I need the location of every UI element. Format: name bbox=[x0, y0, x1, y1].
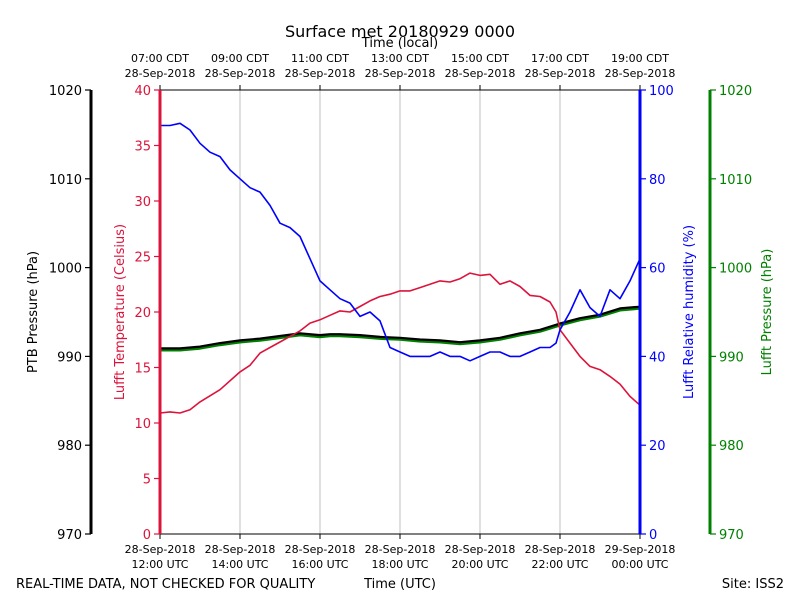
temp-axis-label: Lufft Temperature (Celsius) bbox=[113, 224, 128, 400]
ptb-tick-label: 1010 bbox=[49, 173, 82, 188]
temp-tick-label: 20 bbox=[134, 306, 151, 321]
x-tick-label-date: 28-Sep-2018 bbox=[365, 543, 436, 556]
temp-tick-label: 0 bbox=[143, 528, 151, 543]
series-line-temp bbox=[159, 272, 641, 414]
chart-title: Surface met 20180929 0000 bbox=[285, 22, 515, 41]
top-tick-label-date: 28-Sep-2018 bbox=[605, 67, 676, 80]
series-line-ptb bbox=[160, 305, 641, 350]
ptb-tick-label: 1020 bbox=[49, 84, 82, 99]
top-tick-label-date: 28-Sep-2018 bbox=[125, 67, 196, 80]
axis-layer: 28-Sep-2018 12:00 UTC 28-Sep-2018 14:00 UTC… bbox=[49, 52, 752, 571]
top-tick-label-time: 19:00 CDT bbox=[611, 52, 669, 65]
x-tick-label-time: 22:00 UTC bbox=[531, 558, 588, 571]
temp-tick-label: 25 bbox=[134, 251, 151, 266]
x-tick-label-time: 18:00 UTC bbox=[371, 558, 428, 571]
top-tick-label-time: 09:00 CDT bbox=[211, 52, 269, 65]
top-axis-title: Time (local) bbox=[361, 36, 438, 51]
lufft_p-tick-label: 1000 bbox=[719, 262, 752, 277]
ptb-tick-label: 990 bbox=[57, 350, 82, 365]
x-tick-label-time: 00:00 UTC bbox=[611, 558, 668, 571]
rh-axis-label: Lufft Relative humidity (%) bbox=[682, 225, 697, 399]
quality-footer: REAL-TIME DATA, NOT CHECKED FOR QUALITY bbox=[16, 577, 315, 592]
temp-tick-label: 35 bbox=[134, 140, 151, 155]
ptb-axis-label: PTB Pressure (hPa) bbox=[26, 251, 41, 373]
lufft-pressure-axis-label: Lufft Pressure (hPa) bbox=[760, 249, 775, 376]
grid-layer bbox=[239, 90, 561, 534]
lufft_p-tick-label: 990 bbox=[719, 350, 744, 365]
x-tick-label-time: 14:00 UTC bbox=[211, 558, 268, 571]
rh-tick-label: 60 bbox=[649, 262, 666, 277]
temp-tick-label: 40 bbox=[134, 84, 151, 99]
rh-tick-label: 20 bbox=[649, 439, 666, 454]
top-tick-label-date: 28-Sep-2018 bbox=[205, 67, 276, 80]
temp-tick-label: 15 bbox=[134, 362, 151, 377]
site-footer: Site: ISS2 bbox=[722, 577, 784, 592]
x-tick-label-date: 29-Sep-2018 bbox=[605, 543, 676, 556]
temp-tick-label: 5 bbox=[143, 473, 151, 488]
lufft_p-tick-label: 980 bbox=[719, 439, 744, 454]
top-tick-label-time: 17:00 CDT bbox=[531, 52, 589, 65]
x-tick-label-time: 20:00 UTC bbox=[451, 558, 508, 571]
top-tick-label-time: 07:00 CDT bbox=[131, 52, 189, 65]
temp-tick-label: 10 bbox=[134, 417, 151, 432]
top-tick-label-time: 11:00 CDT bbox=[291, 52, 349, 65]
ptb-tick-label: 980 bbox=[57, 439, 82, 454]
x-tick-label-time: 12:00 UTC bbox=[131, 558, 188, 571]
temp-tick-label: 30 bbox=[134, 195, 151, 210]
x-tick-label-date: 28-Sep-2018 bbox=[525, 543, 596, 556]
top-tick-label-date: 28-Sep-2018 bbox=[525, 67, 596, 80]
series-line-rh bbox=[160, 122, 641, 362]
rh-tick-label: 80 bbox=[649, 173, 666, 188]
top-tick-label-time: 15:00 CDT bbox=[451, 52, 509, 65]
top-tick-label-date: 28-Sep-2018 bbox=[285, 67, 356, 80]
x-axis-label: Time (UTC) bbox=[363, 577, 436, 592]
x-tick-label-date: 28-Sep-2018 bbox=[205, 543, 276, 556]
ptb-tick-label: 1000 bbox=[49, 262, 82, 277]
series-line-lufft_p bbox=[160, 307, 641, 352]
rh-tick-label: 40 bbox=[649, 350, 666, 365]
ptb-tick-label: 970 bbox=[57, 528, 82, 543]
x-tick-label-date: 28-Sep-2018 bbox=[285, 543, 356, 556]
series-layer bbox=[159, 122, 641, 414]
lufft_p-tick-label: 1020 bbox=[719, 84, 752, 99]
top-tick-label-date: 28-Sep-2018 bbox=[365, 67, 436, 80]
x-tick-label-time: 16:00 UTC bbox=[291, 558, 348, 571]
rh-tick-label: 100 bbox=[649, 84, 674, 99]
x-tick-label-date: 28-Sep-2018 bbox=[445, 543, 516, 556]
x-tick-label-date: 28-Sep-2018 bbox=[125, 543, 196, 556]
top-tick-label-date: 28-Sep-2018 bbox=[445, 67, 516, 80]
rh-tick-label: 0 bbox=[649, 528, 657, 543]
top-tick-label-time: 13:00 CDT bbox=[371, 52, 429, 65]
lufft_p-tick-label: 970 bbox=[719, 528, 744, 543]
lufft_p-tick-label: 1010 bbox=[719, 173, 752, 188]
